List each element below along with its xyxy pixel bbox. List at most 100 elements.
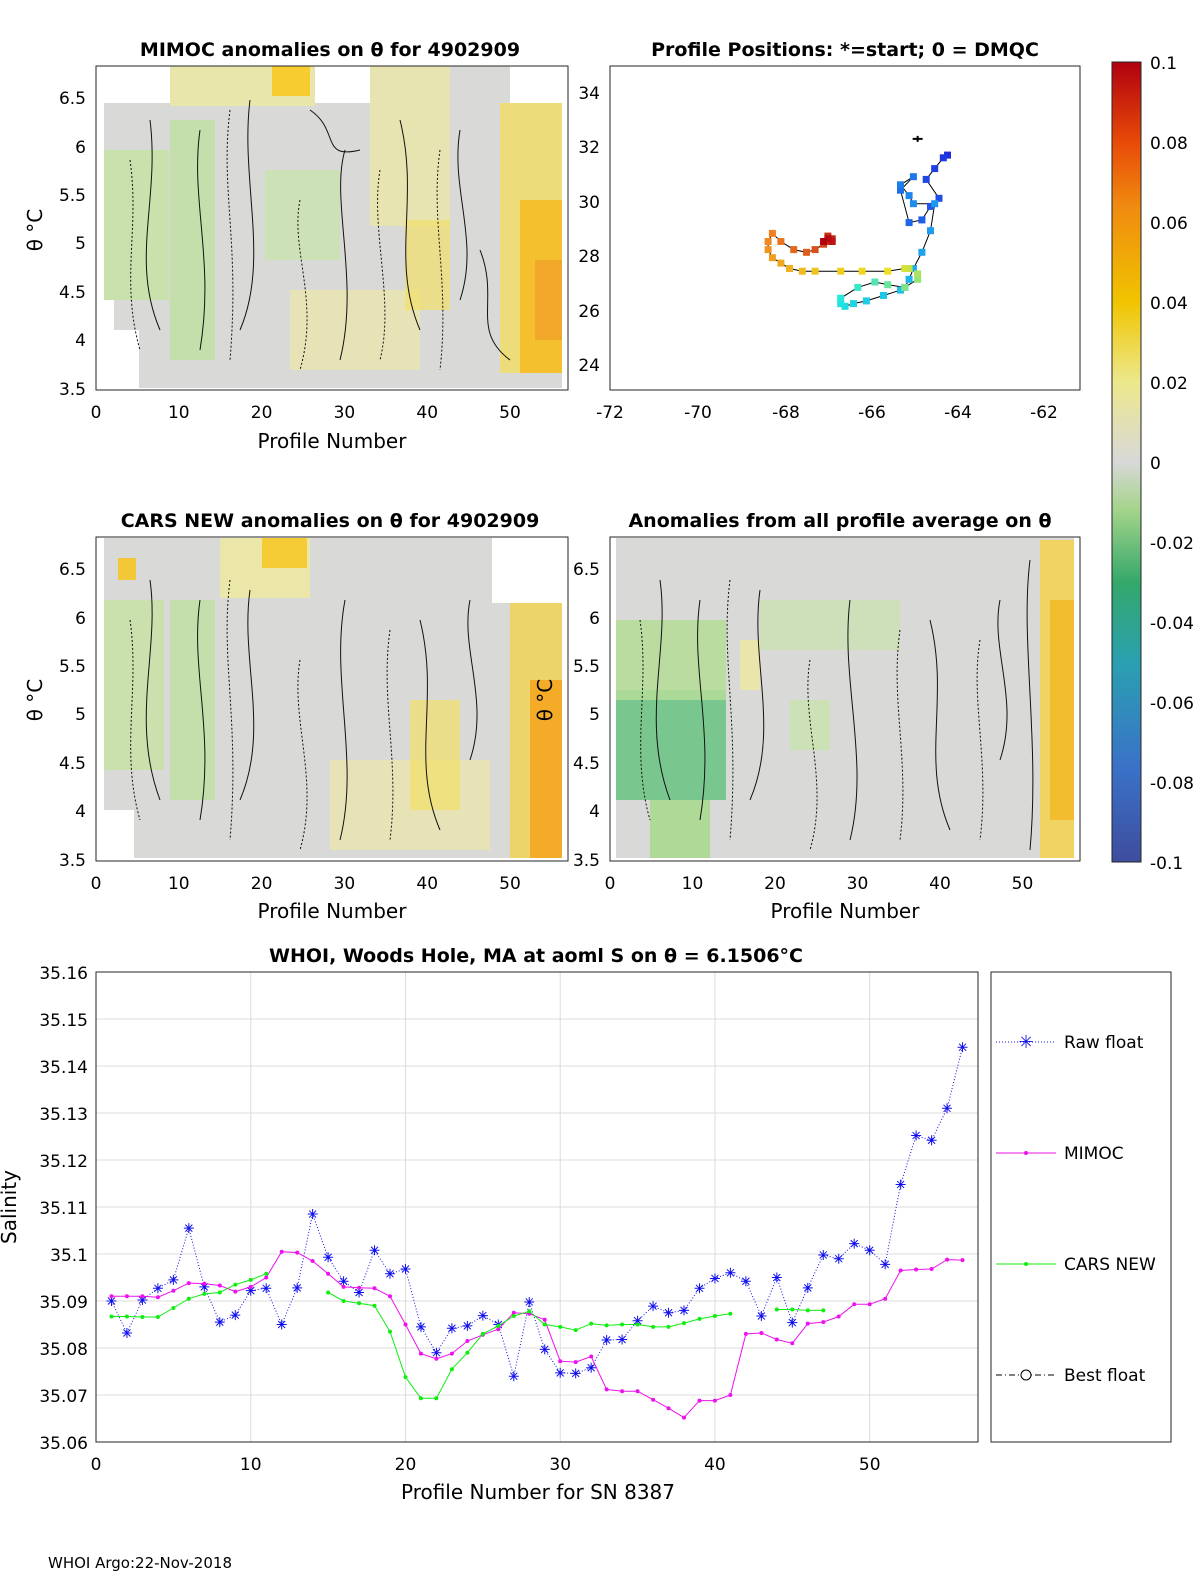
profile-position-point (901, 265, 909, 272)
mimoc-ytick: 5.5 (59, 186, 86, 206)
colorbar-tick: -0.06 (1150, 694, 1194, 714)
mimoc-ytick: 5 (75, 234, 86, 254)
salinity-ytick: 35.07 (39, 1387, 88, 1407)
cars-new-point (774, 1307, 779, 1312)
cars-ytick: 6 (75, 609, 86, 629)
cars-new-point (341, 1299, 346, 1303)
mimoc-point (279, 1249, 284, 1254)
profile-position-point (884, 281, 892, 289)
mimoc-xtick: 30 (334, 403, 356, 423)
cars-new-line (776, 1309, 824, 1311)
profile-position-point (897, 181, 904, 189)
cars-new-point (635, 1322, 640, 1327)
mimoc-point (712, 1398, 717, 1403)
footer-credit: WHOI Argo:22-Nov-2018 (48, 1554, 232, 1572)
mimoc-point (341, 1284, 346, 1289)
legend-label: Best float (1064, 1366, 1146, 1386)
mimoc-point (898, 1268, 903, 1273)
profile-position-point (880, 292, 887, 299)
raw-float-point (137, 1295, 148, 1306)
allavg-xlabel: Profile Number (771, 899, 921, 923)
mimoc-point (109, 1294, 114, 1299)
profile-position-point (811, 246, 819, 254)
cars-axes-frame (95, 536, 569, 862)
allavg-ytick: 5.5 (573, 657, 600, 677)
mimoc-xlabel: Profile Number (258, 429, 408, 453)
cars-title: CARS NEW anomalies on θ for 4902909 (121, 510, 540, 532)
profile-position-point (927, 227, 934, 235)
profile-position-point (905, 265, 913, 272)
mimoc-y-ticks: 3.5 4 4.5 5 5.5 6 6.5 (59, 89, 86, 400)
colorbar-tick: -0.1 (1150, 854, 1183, 874)
raw-float-point (926, 1135, 937, 1146)
mimoc-point (573, 1360, 578, 1365)
cars-xtick: 30 (334, 874, 356, 894)
allavg-xtick: 40 (929, 874, 951, 894)
profile-position-point (897, 186, 904, 194)
raw-float-point (725, 1267, 736, 1278)
raw-float-point (911, 1130, 922, 1141)
raw-float-point (245, 1285, 256, 1296)
raw-float-point (508, 1371, 519, 1382)
allavg-ytick: 4.5 (573, 754, 600, 774)
profile-position-point (909, 200, 917, 208)
profile-position-point (828, 238, 836, 245)
raw-float-point (709, 1273, 720, 1284)
mimoc-point (264, 1275, 269, 1280)
cars-xtick: 20 (251, 874, 273, 894)
raw-float-point (632, 1315, 643, 1326)
profile-position-point (909, 265, 917, 272)
raw-float-point (385, 1268, 395, 1279)
allavg-axes-frame (609, 536, 1081, 862)
raw-float-point (833, 1253, 844, 1264)
raw-float-line (111, 1047, 963, 1377)
mimoc-point (914, 1267, 919, 1272)
cars-new-point (449, 1367, 454, 1372)
cars-new-point (589, 1321, 594, 1326)
start-marker (912, 135, 923, 142)
cars-ytick: 6.5 (59, 560, 86, 580)
mimoc-point (697, 1398, 702, 1403)
salinity-ytick: 35.09 (39, 1293, 88, 1313)
raw-float-point (679, 1305, 689, 1316)
legend-label: MIMOC (1064, 1144, 1124, 1164)
raw-float-point (276, 1319, 287, 1330)
mimoc-point (310, 1259, 315, 1263)
cars-ytick: 4 (75, 802, 86, 822)
raw-float-point (787, 1317, 798, 1328)
cars-new-point (465, 1350, 470, 1355)
raw-float-point (586, 1362, 597, 1373)
cars-new-point (790, 1307, 795, 1312)
raw-float-point (462, 1320, 473, 1331)
profile-position-point (837, 300, 845, 308)
cars-new-point (496, 1323, 501, 1328)
cars-new-point (186, 1296, 191, 1301)
raw-float-point (477, 1310, 488, 1321)
mimoc-point (867, 1302, 872, 1307)
positions-title: Profile Positions: *=start; 0 = DMQC (651, 39, 1039, 61)
profile-position-point (905, 192, 913, 200)
profile-position-point (768, 254, 776, 262)
profile-position-point (862, 297, 870, 305)
profile-position-point (858, 267, 866, 275)
cars-new-point (109, 1314, 114, 1319)
cars-new-point (388, 1329, 392, 1334)
mimoc-point (202, 1281, 207, 1286)
raw-float-point (415, 1321, 426, 1332)
mimoc-point (449, 1351, 454, 1356)
raw-float-point (957, 1042, 968, 1053)
mimoc-point (542, 1317, 547, 1322)
positions-ytick: 24 (578, 356, 600, 376)
profile-position-point (931, 200, 939, 208)
salinity-ytick: 35.16 (39, 964, 88, 984)
mimoc-xtick: 20 (251, 403, 273, 423)
mimoc-point (836, 1314, 841, 1319)
salinity-series (106, 1042, 968, 1420)
cars-new-point (604, 1323, 609, 1328)
mimoc-point (171, 1288, 176, 1293)
mimoc-point (728, 1393, 733, 1397)
cars-ytick: 4.5 (59, 754, 86, 774)
cars-new-point (124, 1314, 129, 1319)
salinity-y-ticks: 35.06 35.07 35.08 35.09 35.1 35.11 35.12… (39, 964, 88, 1454)
cars-new-point (558, 1324, 563, 1329)
